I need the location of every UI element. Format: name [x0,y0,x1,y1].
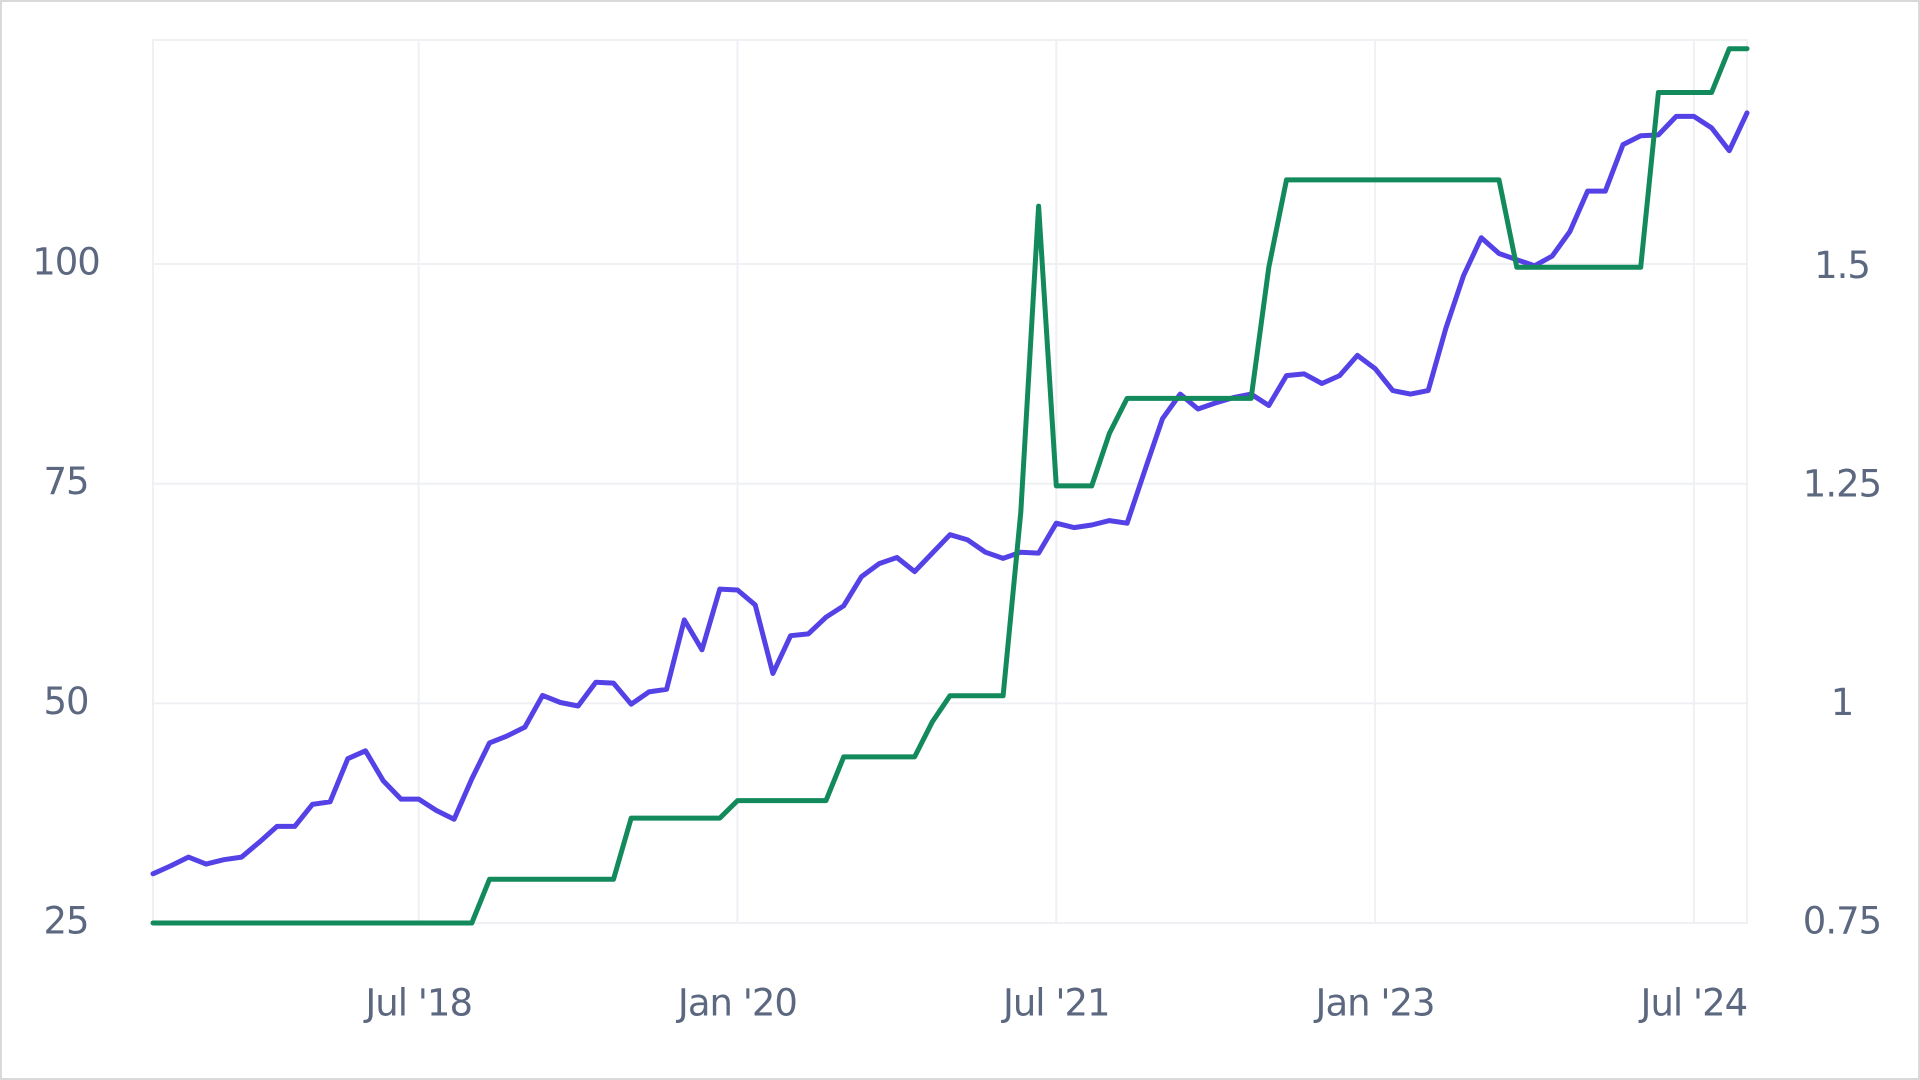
x-tick-label: Jul '18 [363,982,472,1025]
y-tick-label: 100 [32,241,100,284]
y-tick-label: 25 [43,900,88,943]
x-tick-label: Jan '23 [1314,982,1435,1025]
y-tick-label: 75 [43,460,88,503]
y2-tick-label: 1.25 [1803,462,1881,505]
x-tick-label: Jan '20 [676,982,797,1025]
data-line [150,46,1750,926]
y2-tick-label: 1.5 [1814,244,1870,287]
x-tick-label: Jul '24 [1639,982,1748,1025]
y2-tick-label: 0.75 [1803,900,1881,943]
x-tick-label: Jul '21 [1001,982,1110,1025]
y2-tick-label: 1 [1831,681,1854,724]
data-line [150,110,1750,877]
y-tick-label: 50 [43,680,88,723]
